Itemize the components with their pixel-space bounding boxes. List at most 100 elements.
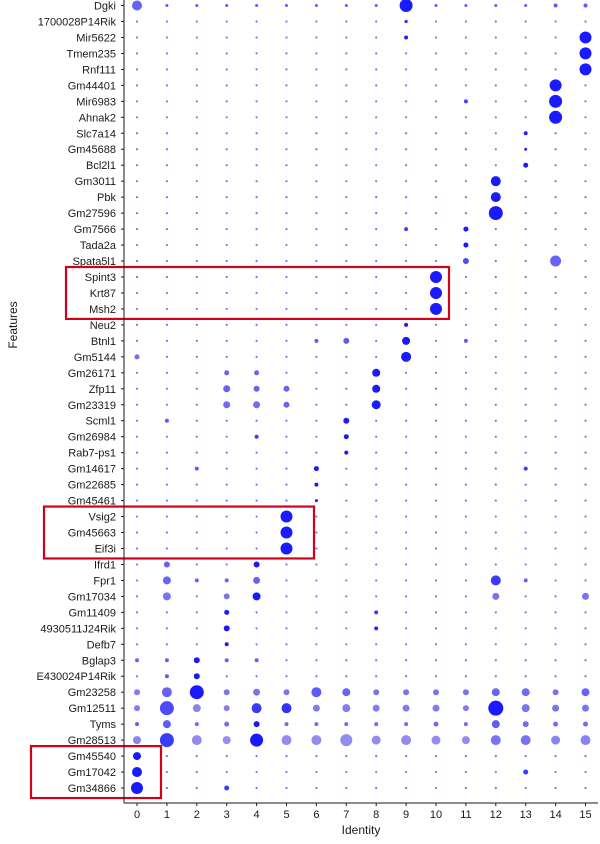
dot xyxy=(375,675,378,678)
dot xyxy=(464,323,467,326)
dot xyxy=(195,531,198,534)
dot xyxy=(464,355,467,358)
dot xyxy=(375,212,378,215)
x-tick-label: 1 xyxy=(164,809,170,821)
dot xyxy=(223,593,230,600)
dot xyxy=(579,31,592,44)
dot xyxy=(194,722,199,727)
dot xyxy=(345,754,348,758)
dot xyxy=(165,499,168,502)
dot xyxy=(371,400,381,410)
dot xyxy=(494,20,497,23)
dot xyxy=(224,578,229,583)
dot xyxy=(375,770,378,774)
dot xyxy=(554,643,557,646)
dot xyxy=(315,116,318,119)
dot xyxy=(345,212,348,215)
dot xyxy=(165,515,168,518)
dot xyxy=(135,180,139,183)
dot xyxy=(195,4,199,7)
dot xyxy=(584,291,587,295)
dot xyxy=(522,721,529,728)
dot xyxy=(135,403,139,406)
dot xyxy=(434,403,438,406)
dot xyxy=(372,368,381,377)
dot xyxy=(225,499,228,502)
dot xyxy=(554,275,557,279)
dot xyxy=(345,387,348,390)
dot xyxy=(165,611,168,614)
dot xyxy=(494,611,497,614)
dot xyxy=(195,627,198,630)
dot xyxy=(165,627,168,630)
dot xyxy=(584,84,587,87)
dot xyxy=(434,4,438,7)
dot xyxy=(524,212,527,215)
dot xyxy=(405,196,408,199)
dot xyxy=(195,643,198,646)
dot xyxy=(554,770,557,774)
dot xyxy=(554,164,557,167)
dot xyxy=(405,100,408,103)
dot xyxy=(192,704,201,713)
dot xyxy=(579,47,592,60)
gene-label: Gm28513 xyxy=(68,735,116,747)
dot xyxy=(405,212,408,215)
dot xyxy=(255,499,258,502)
dot xyxy=(490,176,501,187)
dot xyxy=(434,499,438,502)
dot xyxy=(464,52,467,55)
dot xyxy=(375,68,378,71)
dot xyxy=(405,451,408,454)
dot xyxy=(195,180,198,183)
dot xyxy=(488,206,503,221)
dot xyxy=(135,419,139,422)
dot xyxy=(550,255,562,267)
dot xyxy=(494,403,497,406)
dot xyxy=(225,243,228,247)
dot xyxy=(311,687,322,698)
dot xyxy=(584,355,587,358)
dot xyxy=(135,371,139,374)
dot xyxy=(135,483,139,486)
dot xyxy=(253,385,260,392)
gene-label: Mir6983 xyxy=(76,96,116,108)
dot xyxy=(554,754,557,758)
dot xyxy=(494,36,497,39)
dot xyxy=(280,542,293,555)
dot xyxy=(195,196,198,199)
dot xyxy=(554,243,557,247)
dot xyxy=(434,259,438,263)
dot xyxy=(554,132,557,135)
dot xyxy=(375,36,378,39)
dot xyxy=(584,451,587,454)
dot xyxy=(521,704,530,713)
dot xyxy=(285,371,288,374)
dot xyxy=(549,79,562,92)
dot xyxy=(434,659,438,662)
dot xyxy=(285,291,288,295)
dot xyxy=(315,403,318,406)
dot xyxy=(255,770,258,774)
dot xyxy=(492,592,500,600)
dot xyxy=(315,36,318,39)
dot xyxy=(285,499,288,502)
gene-label: Gm23319 xyxy=(68,400,116,412)
dot xyxy=(554,291,557,295)
dot xyxy=(524,4,528,7)
dot xyxy=(285,196,288,199)
dot xyxy=(464,36,467,39)
dot xyxy=(195,547,198,550)
dot xyxy=(524,371,527,374)
gene-label: 1700028P14Rik xyxy=(38,16,117,28)
dot xyxy=(584,275,587,279)
dot xyxy=(464,675,467,678)
dot xyxy=(345,403,348,406)
dot xyxy=(434,627,438,630)
dot xyxy=(494,164,497,167)
dot xyxy=(375,227,378,231)
dot xyxy=(315,643,318,646)
dot xyxy=(554,227,557,231)
dot xyxy=(524,116,527,119)
dot xyxy=(315,52,318,55)
